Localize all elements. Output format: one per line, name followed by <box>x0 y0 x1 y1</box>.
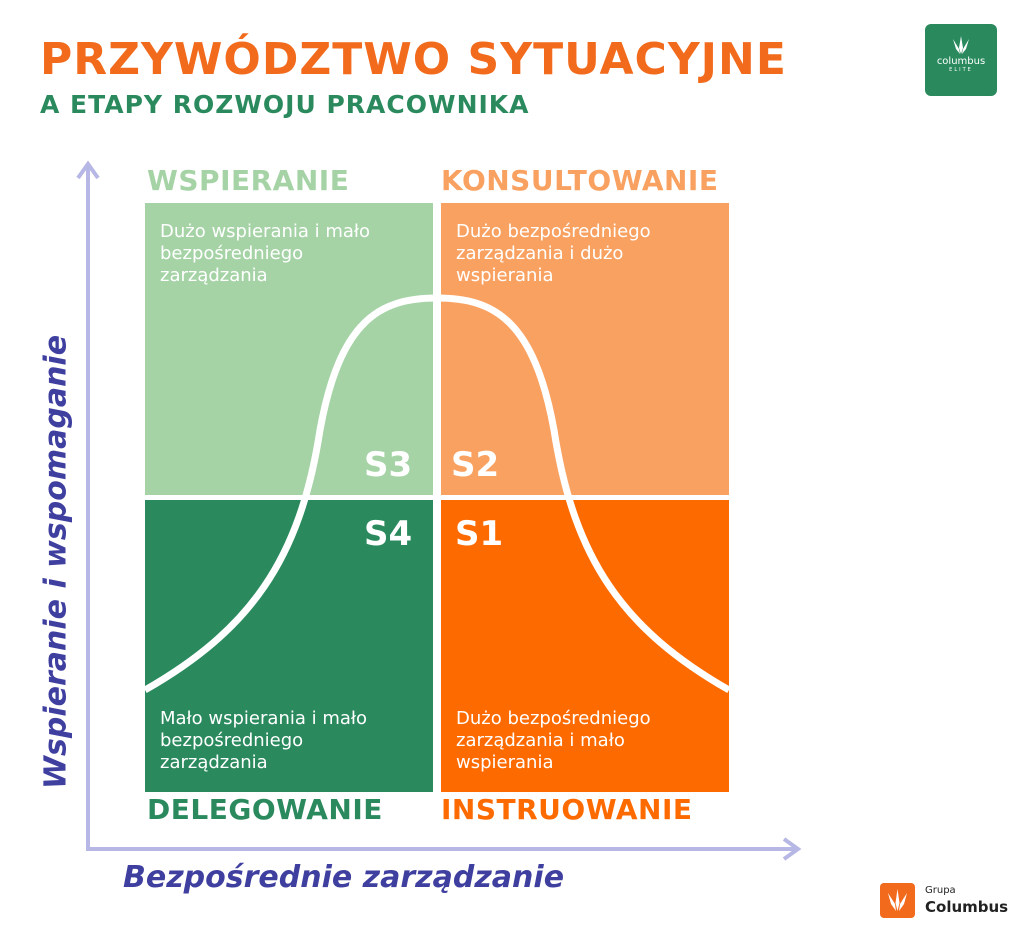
y-axis-label: Wspieranie i wspomaganie <box>38 334 74 790</box>
stage-s1: S1 <box>455 514 504 554</box>
label-instruowanie: INSTRUOWANIE <box>441 793 693 826</box>
quadrant-s2 <box>441 203 729 495</box>
logo-elite-name: columbus <box>936 56 986 67</box>
page-subtitle: A ETAPY ROZWOJU PRACOWNIKA <box>40 90 530 119</box>
stage-s3: S3 <box>364 445 413 485</box>
stage-s2: S2 <box>451 445 500 485</box>
logo-elite-tag: ELITE <box>949 67 973 73</box>
grupa-columbus-mark <box>880 883 915 918</box>
columbus-label: Columbus <box>925 898 1009 916</box>
grupa-label: Grupa <box>925 885 956 896</box>
stage-s4: S4 <box>364 514 413 554</box>
desc-s3: Dużo wspierania i mało bezpośredniego za… <box>160 221 371 286</box>
desc-s1: Dużo bezpośredniego zarządzania i mało w… <box>456 708 651 773</box>
columbus-mark-icon <box>888 889 907 911</box>
label-delegowanie: DELEGOWANIE <box>147 793 383 826</box>
desc-s2: Dużo bezpośredniego zarządzania i dużo w… <box>456 221 651 286</box>
label-konsultowanie: KONSULTOWANIE <box>441 164 719 197</box>
columbus-mark-icon <box>953 36 969 54</box>
y-axis <box>76 160 100 850</box>
desc-s4: Mało wspierania i mało bezpośredniego za… <box>160 708 368 773</box>
x-axis-label: Bezpośrednie zarządzanie <box>123 860 565 895</box>
page-title: PRZYWÓDZTWO SYTUACYJNE <box>40 34 787 85</box>
x-axis <box>86 837 802 861</box>
label-wspieranie: WSPIERANIE <box>147 164 350 197</box>
columbus-elite-logo: columbus ELITE <box>925 24 997 96</box>
quadrant-s3 <box>145 203 433 495</box>
